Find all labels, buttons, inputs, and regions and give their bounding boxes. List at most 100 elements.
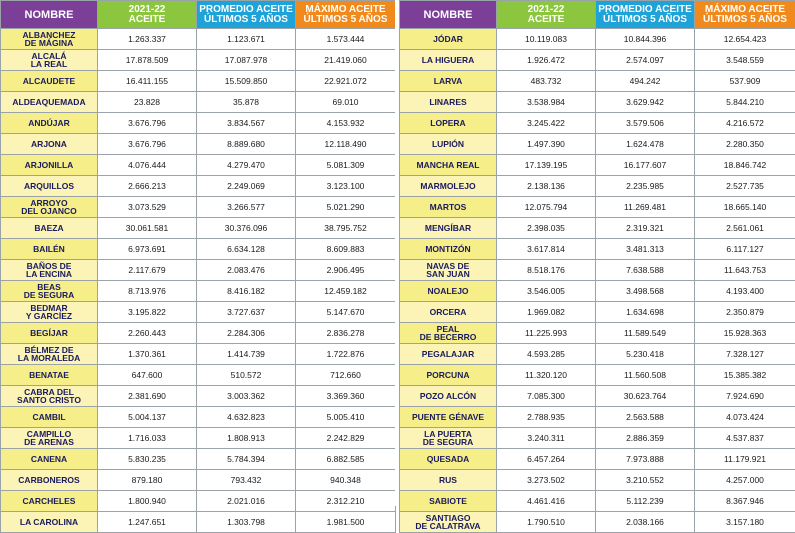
max-5-years-value: 5.021.290 <box>296 197 396 218</box>
avg-5-years-value: 2.319.321 <box>596 218 695 239</box>
oil-2021-22-value: 3.240.311 <box>497 428 596 449</box>
max-5-years-value: 2.312.210 <box>296 491 396 512</box>
municipality-name-line: ALDEAQUEMADA <box>1 98 97 107</box>
oil-2021-22-value: 1.247.651 <box>98 512 197 533</box>
oil-2021-22-value: 1.790.510 <box>497 512 596 533</box>
oil-2021-22-value: 647.600 <box>98 365 197 386</box>
avg-5-years-value: 3.003.362 <box>197 386 296 407</box>
avg-5-years-value: 510.572 <box>197 365 296 386</box>
avg-5-years-value: 3.629.942 <box>596 92 695 113</box>
municipality-name: PUENTE GÉNAVE <box>400 407 497 428</box>
municipality-name: LUPIÓN <box>400 134 497 155</box>
municipality-name-line: PEGALAJAR <box>400 350 496 359</box>
municipality-name-line: SANTO CRISTO <box>1 396 97 405</box>
avg-5-years-value: 1.624.478 <box>596 134 695 155</box>
oil-2021-22-value: 6.973.691 <box>98 239 197 260</box>
oil-2021-22-value: 17.139.195 <box>497 155 596 176</box>
municipality-name-line: ANDÚJAR <box>1 119 97 128</box>
municipality-name-line: DE BECERRO <box>400 333 496 342</box>
avg-5-years-value: 2.249.069 <box>197 176 296 197</box>
max-5-years-value: 940.348 <box>296 470 396 491</box>
oil-2021-22-value: 2.381.690 <box>98 386 197 407</box>
municipality-name-line: BENATAE <box>1 371 97 380</box>
max-5-years-value: 3.548.559 <box>695 50 795 71</box>
oil-2021-22-value: 3.538.984 <box>497 92 596 113</box>
oil-2021-22-value: 3.195.822 <box>98 302 197 323</box>
max-5-years-value: 2.242.829 <box>296 428 396 449</box>
municipality-name: SABIOTE <box>400 491 497 512</box>
avg-5-years-value: 15.509.850 <box>197 71 296 92</box>
avg-5-years-value: 8.416.182 <box>197 281 296 302</box>
municipality-name: ARQUILLOS <box>1 176 98 197</box>
oil-2021-22-value: 1.800.940 <box>98 491 197 512</box>
avg-5-years-value: 7.973.888 <box>596 449 695 470</box>
max-5-years-value: 12.118.490 <box>296 134 396 155</box>
avg-5-years-value: 11.560.508 <box>596 365 695 386</box>
avg-5-years-value: 7.638.588 <box>596 260 695 281</box>
municipality-name: ORCERA <box>400 302 497 323</box>
avg-5-years-value: 793.432 <box>197 470 296 491</box>
municipality-name: LA HIGUERA <box>400 50 497 71</box>
municipality-name-line: SANTIAGO <box>400 514 496 523</box>
oil-2021-22-value: 8.713.976 <box>98 281 197 302</box>
avg-5-years-value: 1.414.739 <box>197 344 296 365</box>
municipality-name-line: SABIOTE <box>400 497 496 506</box>
municipality-name-line: DE SEGURA <box>1 291 97 300</box>
municipality-name-line: CARBONEROS <box>1 476 97 485</box>
municipality-name-line: MARMOLEJO <box>400 182 496 191</box>
avg-5-years-value: 2.038.166 <box>596 512 695 533</box>
avg-5-years-value: 8.889.680 <box>197 134 296 155</box>
header-nombre: NOMBRE <box>1 1 98 29</box>
avg-5-years-value: 5.784.394 <box>197 449 296 470</box>
municipality-name: QUESADA <box>400 449 497 470</box>
avg-5-years-value: 2.886.359 <box>596 428 695 449</box>
max-5-years-value: 3.369.360 <box>296 386 396 407</box>
oil-2021-22-value: 7.085.300 <box>497 386 596 407</box>
avg-5-years-value: 30.623.764 <box>596 386 695 407</box>
avg-5-years-value: 4.632.823 <box>197 407 296 428</box>
oil-2021-22-value: 1.263.337 <box>98 29 197 50</box>
max-5-years-value: 3.123.100 <box>296 176 396 197</box>
header-line: ÚLTIMOS 5 AÑOS <box>296 15 395 25</box>
max-5-years-value: 712.660 <box>296 365 396 386</box>
avg-5-years-value: 4.279.470 <box>197 155 296 176</box>
municipality-name: ALCAUDETE <box>1 71 98 92</box>
max-5-years-value: 18.665.140 <box>695 197 795 218</box>
municipality-name-line: MARTOS <box>400 203 496 212</box>
municipality-name: PORCUNA <box>400 365 497 386</box>
max-5-years-value: 2.350.879 <box>695 302 795 323</box>
header-line: ÚLTIMOS 5 AÑOS <box>197 15 295 25</box>
oil-2021-22-value: 12.075.794 <box>497 197 596 218</box>
avg-5-years-value: 3.498.568 <box>596 281 695 302</box>
municipality-name-line: BAEZA <box>1 224 97 233</box>
header-line: MÁXIMO ACEITE <box>695 5 795 15</box>
avg-5-years-value: 3.210.552 <box>596 470 695 491</box>
max-5-years-value: 2.280.350 <box>695 134 795 155</box>
oil-2021-22-value: 8.518.176 <box>497 260 596 281</box>
